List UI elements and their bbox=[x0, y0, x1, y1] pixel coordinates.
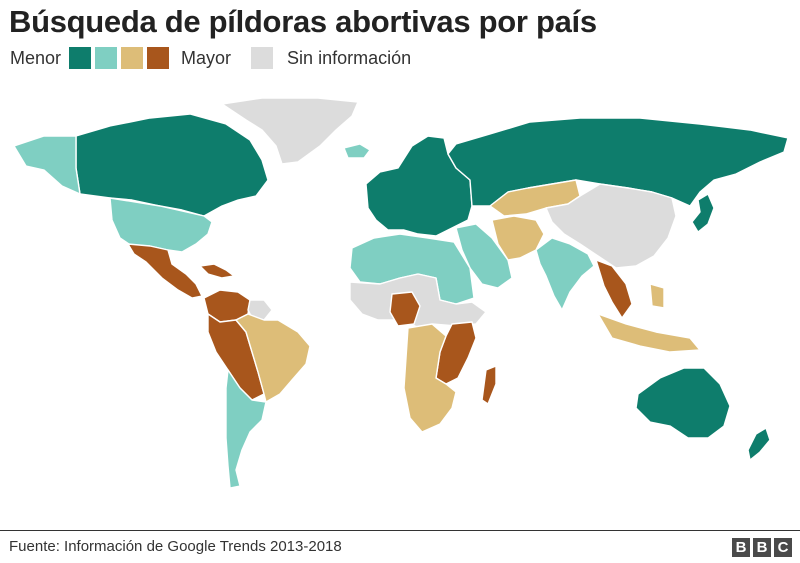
region-greenland bbox=[221, 97, 359, 165]
bbc-logo: B B C bbox=[732, 538, 792, 557]
region-japan bbox=[691, 193, 715, 233]
logo-letter-3: C bbox=[774, 538, 792, 557]
legend-swatch-level-2 bbox=[95, 47, 118, 69]
region-usa bbox=[109, 197, 213, 253]
region-alaska bbox=[13, 135, 81, 195]
region-southeast-asia bbox=[595, 259, 633, 319]
world-map bbox=[13, 97, 789, 489]
region-middle-east bbox=[455, 223, 513, 289]
legend: Menor Mayor Sin información bbox=[10, 46, 411, 70]
region-nigeria bbox=[389, 291, 421, 327]
region-sahel-sahara bbox=[349, 273, 487, 329]
region-southern-africa bbox=[403, 323, 457, 433]
region-east-africa bbox=[435, 321, 477, 385]
region-argentina-chile bbox=[225, 369, 267, 489]
logo-letter-1: B bbox=[732, 538, 750, 557]
logo-letter-2: B bbox=[753, 538, 771, 557]
region-new-zealand bbox=[747, 427, 771, 461]
region-india bbox=[535, 237, 595, 311]
legend-swatch-level-1 bbox=[69, 47, 92, 69]
region-madagascar bbox=[481, 365, 497, 405]
legend-no-data-label: Sin información bbox=[287, 47, 412, 68]
region-china bbox=[545, 183, 677, 269]
region-mexico-central-america bbox=[127, 243, 203, 299]
region-brazil bbox=[235, 313, 311, 403]
region-australia bbox=[635, 367, 731, 439]
footer-divider bbox=[0, 530, 800, 531]
region-canada bbox=[75, 113, 269, 217]
region-caribbean bbox=[199, 263, 235, 279]
chart-title: Búsqueda de píldoras abortivas por país bbox=[9, 4, 597, 39]
legend-high-label: Mayor bbox=[181, 47, 232, 68]
region-indonesia-philippines bbox=[597, 283, 701, 353]
source-note: Fuente: Información de Google Trends 201… bbox=[9, 538, 342, 555]
region-russia bbox=[447, 117, 789, 207]
legend-low-label: Menor bbox=[10, 47, 62, 68]
region-iceland bbox=[343, 143, 371, 159]
legend-swatch-level-3 bbox=[121, 47, 144, 69]
legend-swatch-no-data bbox=[251, 47, 274, 69]
legend-swatch-level-4 bbox=[147, 47, 170, 69]
